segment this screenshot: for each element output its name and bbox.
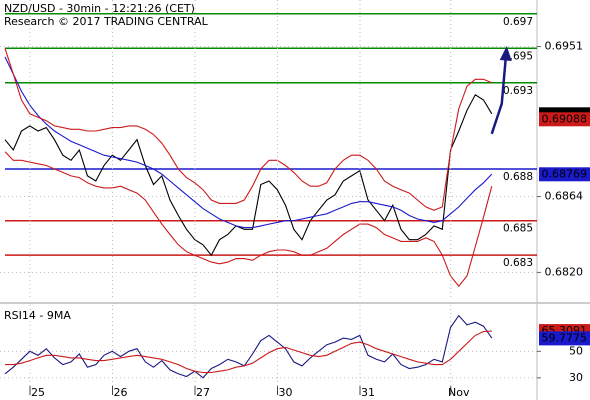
price-tag-label: 0.69088 <box>542 112 588 125</box>
x-tick-label: 26 <box>114 386 128 399</box>
chart-title: NZD/USD - 30min - 12:21:26 (CET) <box>4 2 195 15</box>
x-tick-label: 30 <box>279 386 293 399</box>
y-tick-label: 0.6951 <box>545 40 584 53</box>
x-tick-label: Nov <box>448 386 470 399</box>
x-tick-label: 31 <box>361 386 375 399</box>
price-tag <box>539 331 590 346</box>
chart-subtitle: Research © 2017 TRADING CENTRAL <box>4 15 209 28</box>
series-line <box>5 330 492 374</box>
price-tag-label: 59.7775 <box>542 331 588 344</box>
forecast-arrow <box>490 57 507 135</box>
level-label: 0.688 <box>503 171 533 183</box>
rsi-title: RSI14 - 9MA <box>4 309 71 322</box>
series-line <box>4 94 493 257</box>
series-line <box>4 314 493 379</box>
y-tick-label: 0.6864 <box>545 190 584 203</box>
level-label: 0.683 <box>503 257 533 269</box>
series-line <box>4 151 493 288</box>
level-label: 0.693 <box>503 85 533 97</box>
level-label: 0.685 <box>503 223 533 235</box>
series-line <box>4 48 493 211</box>
series-line <box>4 56 493 229</box>
price-tag <box>539 167 590 182</box>
y-tick-label: 0.6820 <box>545 265 584 278</box>
x-tick-label: 27 <box>196 386 210 399</box>
forecast-arrow-head <box>499 46 512 61</box>
price-tag-label: 0.68769 <box>542 167 588 180</box>
price-tag <box>539 112 590 127</box>
x-tick-label: 25 <box>31 386 45 399</box>
y-tick-label: 30 <box>569 371 583 384</box>
level-label: 0.697 <box>503 16 533 28</box>
y-tick-label: 50 <box>569 344 583 357</box>
